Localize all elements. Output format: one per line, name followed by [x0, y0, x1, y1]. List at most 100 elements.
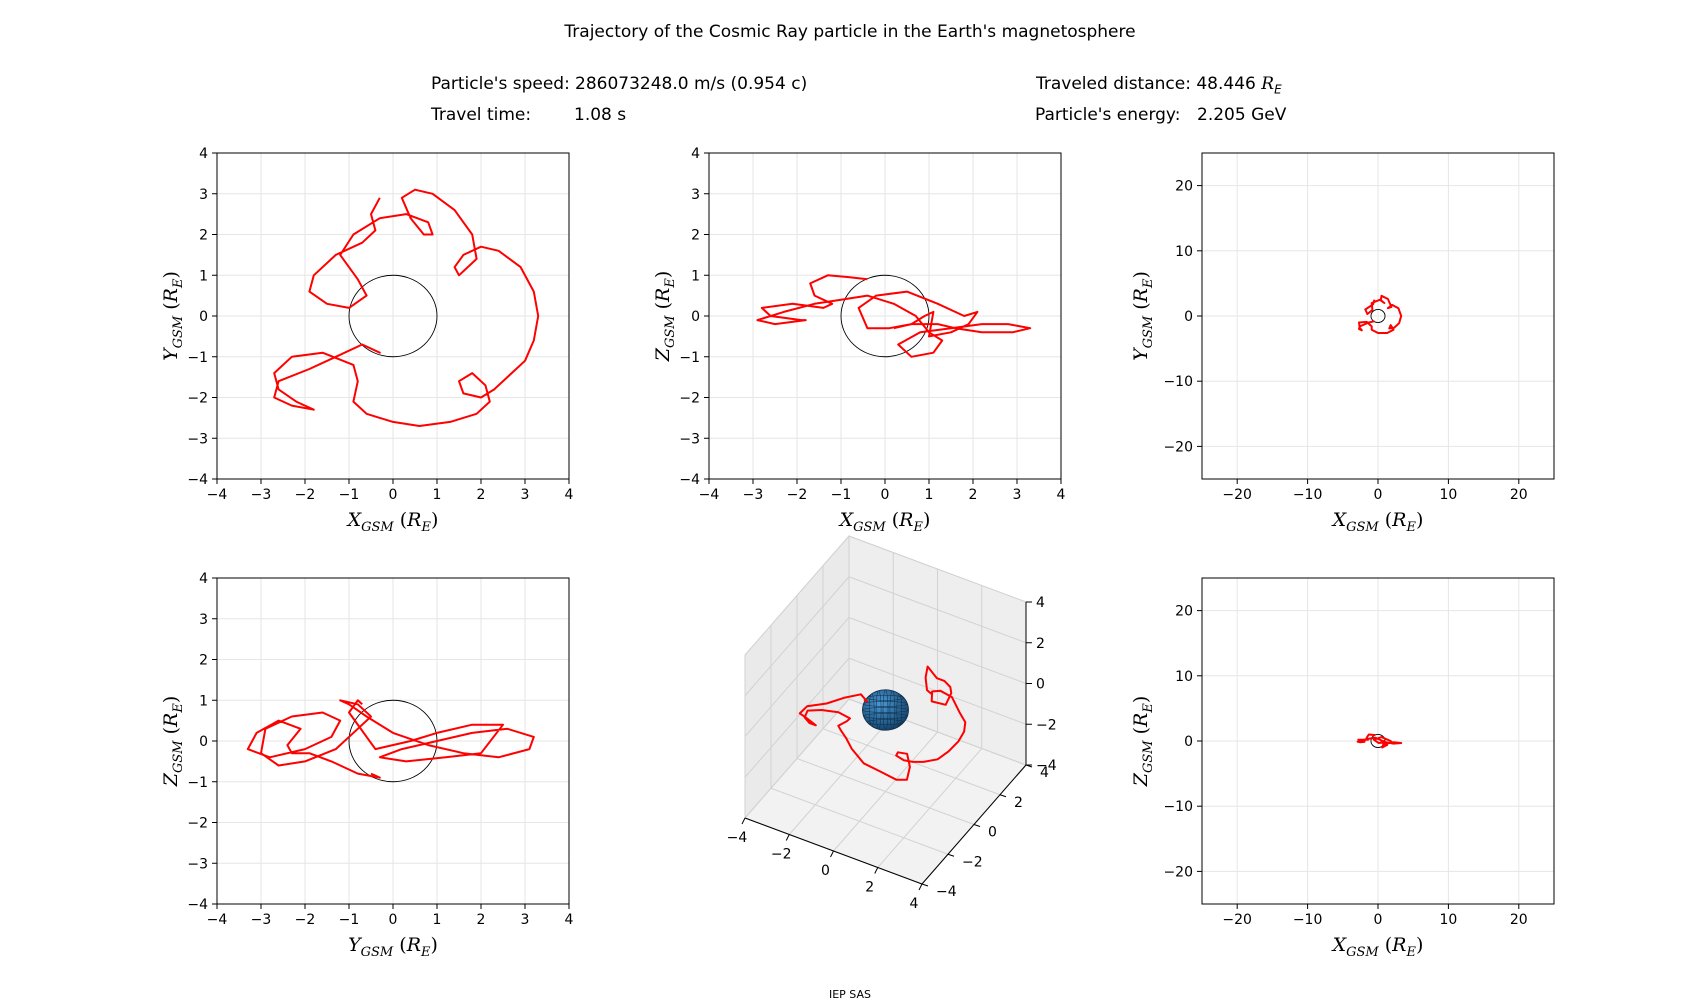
x-tick-label: 2: [969, 487, 978, 503]
x-tick-label: −2: [295, 912, 316, 928]
y-tick-label: 0: [691, 309, 700, 325]
grid-line: [744, 535, 850, 656]
grid-line: [848, 576, 1027, 644]
y-tick-label: 10: [1175, 244, 1193, 260]
x-tick-label: −4: [207, 487, 228, 503]
grid-line: [744, 698, 850, 819]
chart-xy-zoom-group: −4 −3 −2 −1 0 1 2 3 4 −4 −3 −2 −1 0 1 2 3 4 XGSM (RE) YGSM …: [160, 146, 574, 535]
trajectory-line: [1356, 733, 1403, 749]
grid-line: [796, 758, 975, 825]
speed-label: Particle's speed:: [431, 74, 570, 94]
y-tick-label: −3: [187, 431, 208, 447]
energy-label: Particle's energy:: [1035, 105, 1181, 125]
x-tick: [785, 834, 790, 841]
y-tick-label: 0: [199, 734, 208, 750]
y-tick-label: 3: [199, 187, 208, 203]
plot-frame: [708, 152, 1062, 480]
y-tick-label: −4: [679, 472, 700, 488]
y-tick-label: 0: [1184, 309, 1193, 325]
grid-line: [848, 535, 1027, 603]
speed-value: 286073248.0 m/s (0.954 c): [575, 74, 808, 94]
x-tick-label: 0: [1374, 912, 1383, 928]
distance-label: Traveled distance:: [1036, 74, 1191, 94]
y-tick-label: −10: [1163, 374, 1193, 390]
grid-line: [744, 817, 923, 885]
x-tick-label: −2: [295, 487, 316, 503]
chart-xy-wide-group: −20 −10 0 10 20 −20 −10 0 10 20 XGSM (RE) YGSM (RE): [1130, 152, 1555, 535]
x-tick-label: 0: [389, 912, 398, 928]
x-tick-label: −4: [207, 912, 228, 928]
x-axis-line: [744, 817, 923, 885]
trajectory-line-3d: [798, 665, 967, 781]
distance-info: Traveled distance: 48.446 RE: [1036, 74, 1282, 96]
y-tick-label: 3: [199, 612, 208, 628]
y-tick: [973, 824, 981, 827]
x-tick-label: 3: [521, 487, 530, 503]
grid-line: [788, 715, 894, 835]
y-tick-label: −1: [187, 350, 208, 366]
x-tick-label: −2: [771, 847, 792, 863]
y-axis-label: YGSM (RE): [160, 271, 186, 361]
z-tick-label: 0: [1036, 677, 1045, 693]
y-tick-label: 2: [199, 228, 208, 244]
y-tick-label: 20: [1175, 179, 1193, 195]
trajectory-line: [756, 274, 1032, 358]
y-tick-label: 4: [199, 146, 208, 162]
grid-line: [822, 728, 1001, 796]
y-tick: [1025, 764, 1033, 768]
x-tick-label: −3: [743, 487, 764, 503]
x-tick-label: 20: [1510, 487, 1528, 503]
x-tick-label: −4: [727, 830, 748, 846]
grid-line: [744, 657, 850, 778]
x-tick-label: 0: [1374, 487, 1383, 503]
x-axis-label: XGSM (RE): [346, 509, 439, 535]
y-tick-label: 4: [199, 571, 208, 587]
earth-circle: [348, 699, 438, 783]
y-tick-label: −20: [1163, 864, 1193, 880]
earth-circle: [1370, 309, 1386, 323]
y-tick-label: 3: [691, 187, 700, 203]
earth-sphere: [862, 689, 909, 731]
grid-line: [848, 657, 1027, 725]
trajectory-line: [1358, 294, 1403, 334]
x-tick-label: −3: [251, 487, 272, 503]
plot-frame: [216, 152, 570, 480]
earth-meridian: [889, 690, 896, 730]
chart-xz-wide-group: −20 −10 0 10 20 −20 −10 0 10 20 XGSM (RE) ZGSM (RE): [1130, 577, 1555, 960]
x-axis-label: XGSM (RE): [1331, 509, 1424, 535]
x-tick-label: 4: [565, 487, 574, 503]
x-tick-label: 2: [477, 487, 486, 503]
grid-line: [770, 787, 949, 855]
z-tick-label: −4: [1036, 758, 1057, 774]
y-tick-label: −4: [936, 884, 957, 900]
x-tick: [874, 867, 879, 874]
x-tick-label: −20: [1222, 912, 1252, 928]
earth-meridian: [882, 689, 889, 731]
x-tick-label: 20: [1510, 912, 1528, 928]
pane-floor: [744, 698, 1027, 885]
y-tick: [921, 883, 929, 887]
y-tick-label: −2: [187, 816, 208, 832]
x-tick-label: 1: [925, 487, 934, 503]
earth-circle: [348, 274, 438, 358]
travel-time-label: Travel time:: [431, 105, 532, 125]
x-tick: [830, 850, 834, 858]
y-tick-label: 1: [199, 268, 208, 284]
y-tick-label: −4: [187, 897, 208, 913]
y-tick-label: 2: [199, 653, 208, 669]
y-tick-label: −3: [679, 431, 700, 447]
chart-yz-zoom-group: −4 −3 −2 −1 0 1 2 3 4 −4 −3 −2 −1 0 1 2 3 4 YGSM (RE) ZGSM …: [160, 571, 574, 960]
z-tick-label: 4: [1036, 595, 1045, 611]
x-tick: [741, 817, 746, 825]
x-tick-label: 2: [865, 880, 874, 896]
y-axis-label: ZGSM (RE): [652, 271, 678, 363]
earth-latitude: [863, 713, 908, 719]
pane-back: [848, 535, 1027, 766]
y-tick-label: 1: [199, 693, 208, 709]
y-tick: [999, 794, 1007, 798]
earth-meridian: [896, 693, 903, 727]
x-tick-label: 0: [389, 487, 398, 503]
y-tick-label: −3: [187, 856, 208, 872]
x-tick-label: 4: [910, 896, 919, 912]
x-tick-label: 4: [565, 912, 574, 928]
